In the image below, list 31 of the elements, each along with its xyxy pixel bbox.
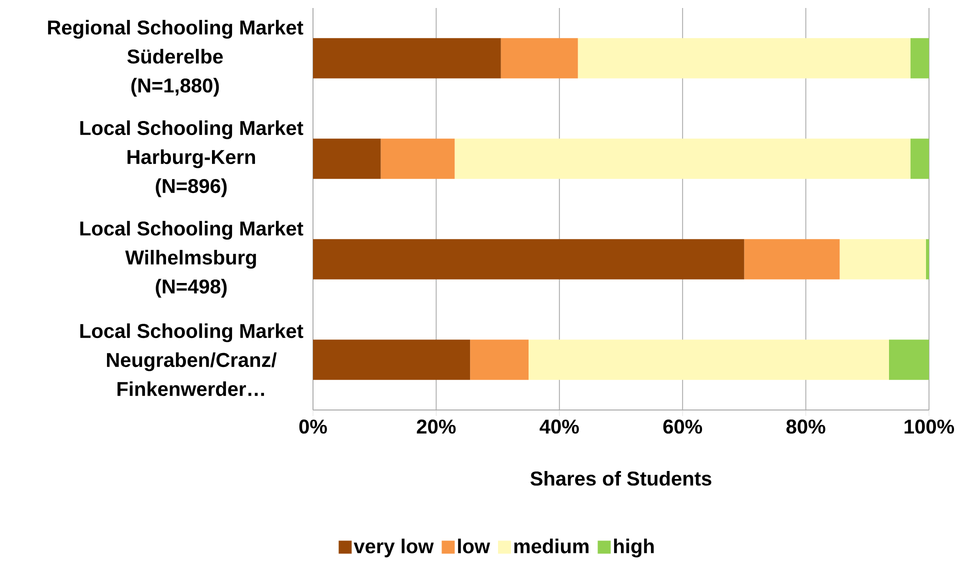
x-axis-title: Shares of Students — [530, 470, 712, 486]
bar — [313, 138, 381, 179]
bar — [926, 239, 929, 280]
x-tick-label: 0% — [299, 420, 327, 434]
y-tick-label: Local Schooling Market Harburg-Kern (N=896) — [80, 120, 304, 198]
bar — [313, 239, 744, 280]
x-tick-label: 60% — [663, 420, 702, 434]
x-tick-label: 20% — [416, 420, 456, 434]
bar — [454, 138, 911, 179]
x-tick-label: 80% — [786, 420, 826, 434]
bar — [380, 138, 455, 179]
y-tick-label: Local Schooling Market Neugraben/Cranz/ Finkenwerder… — [80, 323, 304, 396]
y-tick-label: Local Schooling Market Wilhelmsburg (N=498) — [80, 220, 304, 298]
bar — [744, 239, 840, 280]
legend-label: medium — [514, 538, 588, 554]
bar — [910, 138, 929, 179]
bar — [578, 38, 911, 78]
bar — [910, 38, 929, 78]
x-tick-label: 40% — [540, 420, 579, 434]
bar — [313, 340, 470, 380]
bar — [500, 38, 578, 78]
legend-label: low — [458, 538, 490, 554]
bar — [840, 239, 926, 280]
bar — [888, 340, 929, 380]
legend-label: high — [614, 538, 654, 558]
bar — [313, 38, 501, 78]
bar — [470, 340, 529, 380]
y-tick-label: Regional Schooling Market Süderelbe (N=1,880) — [48, 20, 304, 97]
bar — [528, 340, 889, 380]
x-tick-label: 100% — [904, 420, 954, 434]
legend-label: very low — [354, 538, 434, 558]
